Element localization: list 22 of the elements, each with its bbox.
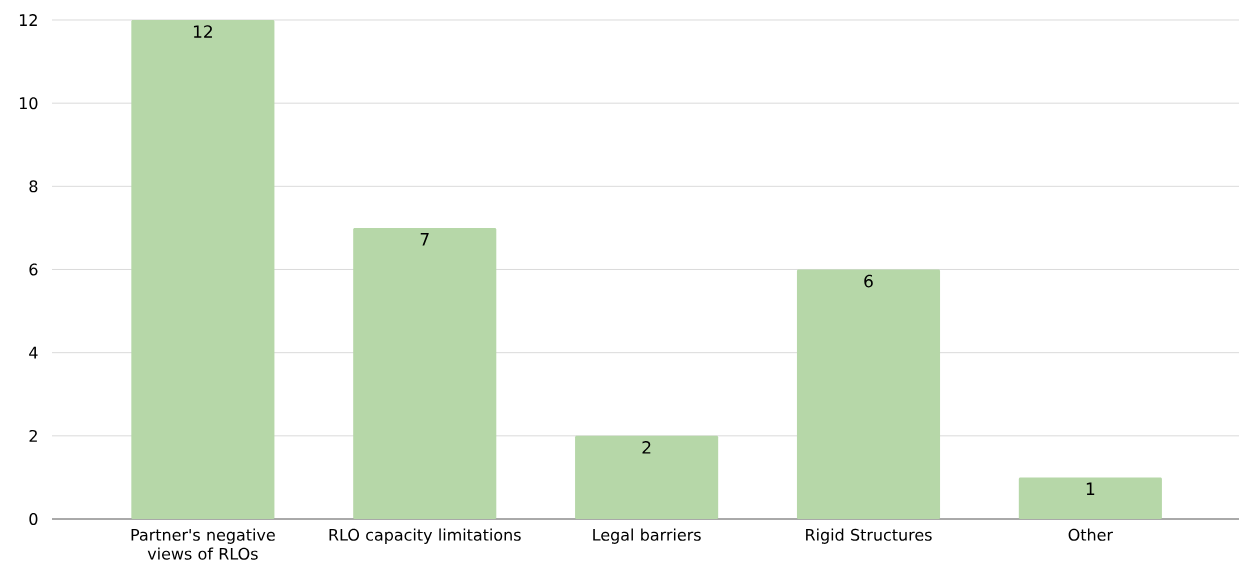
y-tick-label: 12 (19, 14, 37, 26)
data-label: 6 (864, 274, 873, 288)
bar (1018, 477, 1162, 519)
x-tick-label: Other (1068, 528, 1113, 541)
x-tick-label: Legal barriers (593, 528, 701, 544)
x-tick-label: Partner's negative views of RLOs (131, 528, 275, 560)
data-label: 7 (420, 233, 429, 246)
data-label: 2 (642, 441, 651, 454)
x-tick-label: RLO capacity limitations (329, 528, 521, 544)
bar (131, 20, 275, 519)
bar (353, 227, 497, 519)
x-tick-label: Rigid Structures (806, 528, 932, 544)
data-label: 12 (193, 25, 212, 38)
data-label: 1 (1086, 482, 1095, 495)
y-tick-label: 8 (29, 180, 38, 193)
y-tick-label: 10 (19, 97, 38, 110)
y-tick-label: 4 (29, 346, 38, 359)
y-tick-label: 6 (29, 263, 38, 276)
y-tick-label: 0 (29, 512, 38, 526)
bar (796, 269, 941, 519)
bar (575, 435, 719, 519)
y-tick-label: 2 (29, 429, 37, 442)
